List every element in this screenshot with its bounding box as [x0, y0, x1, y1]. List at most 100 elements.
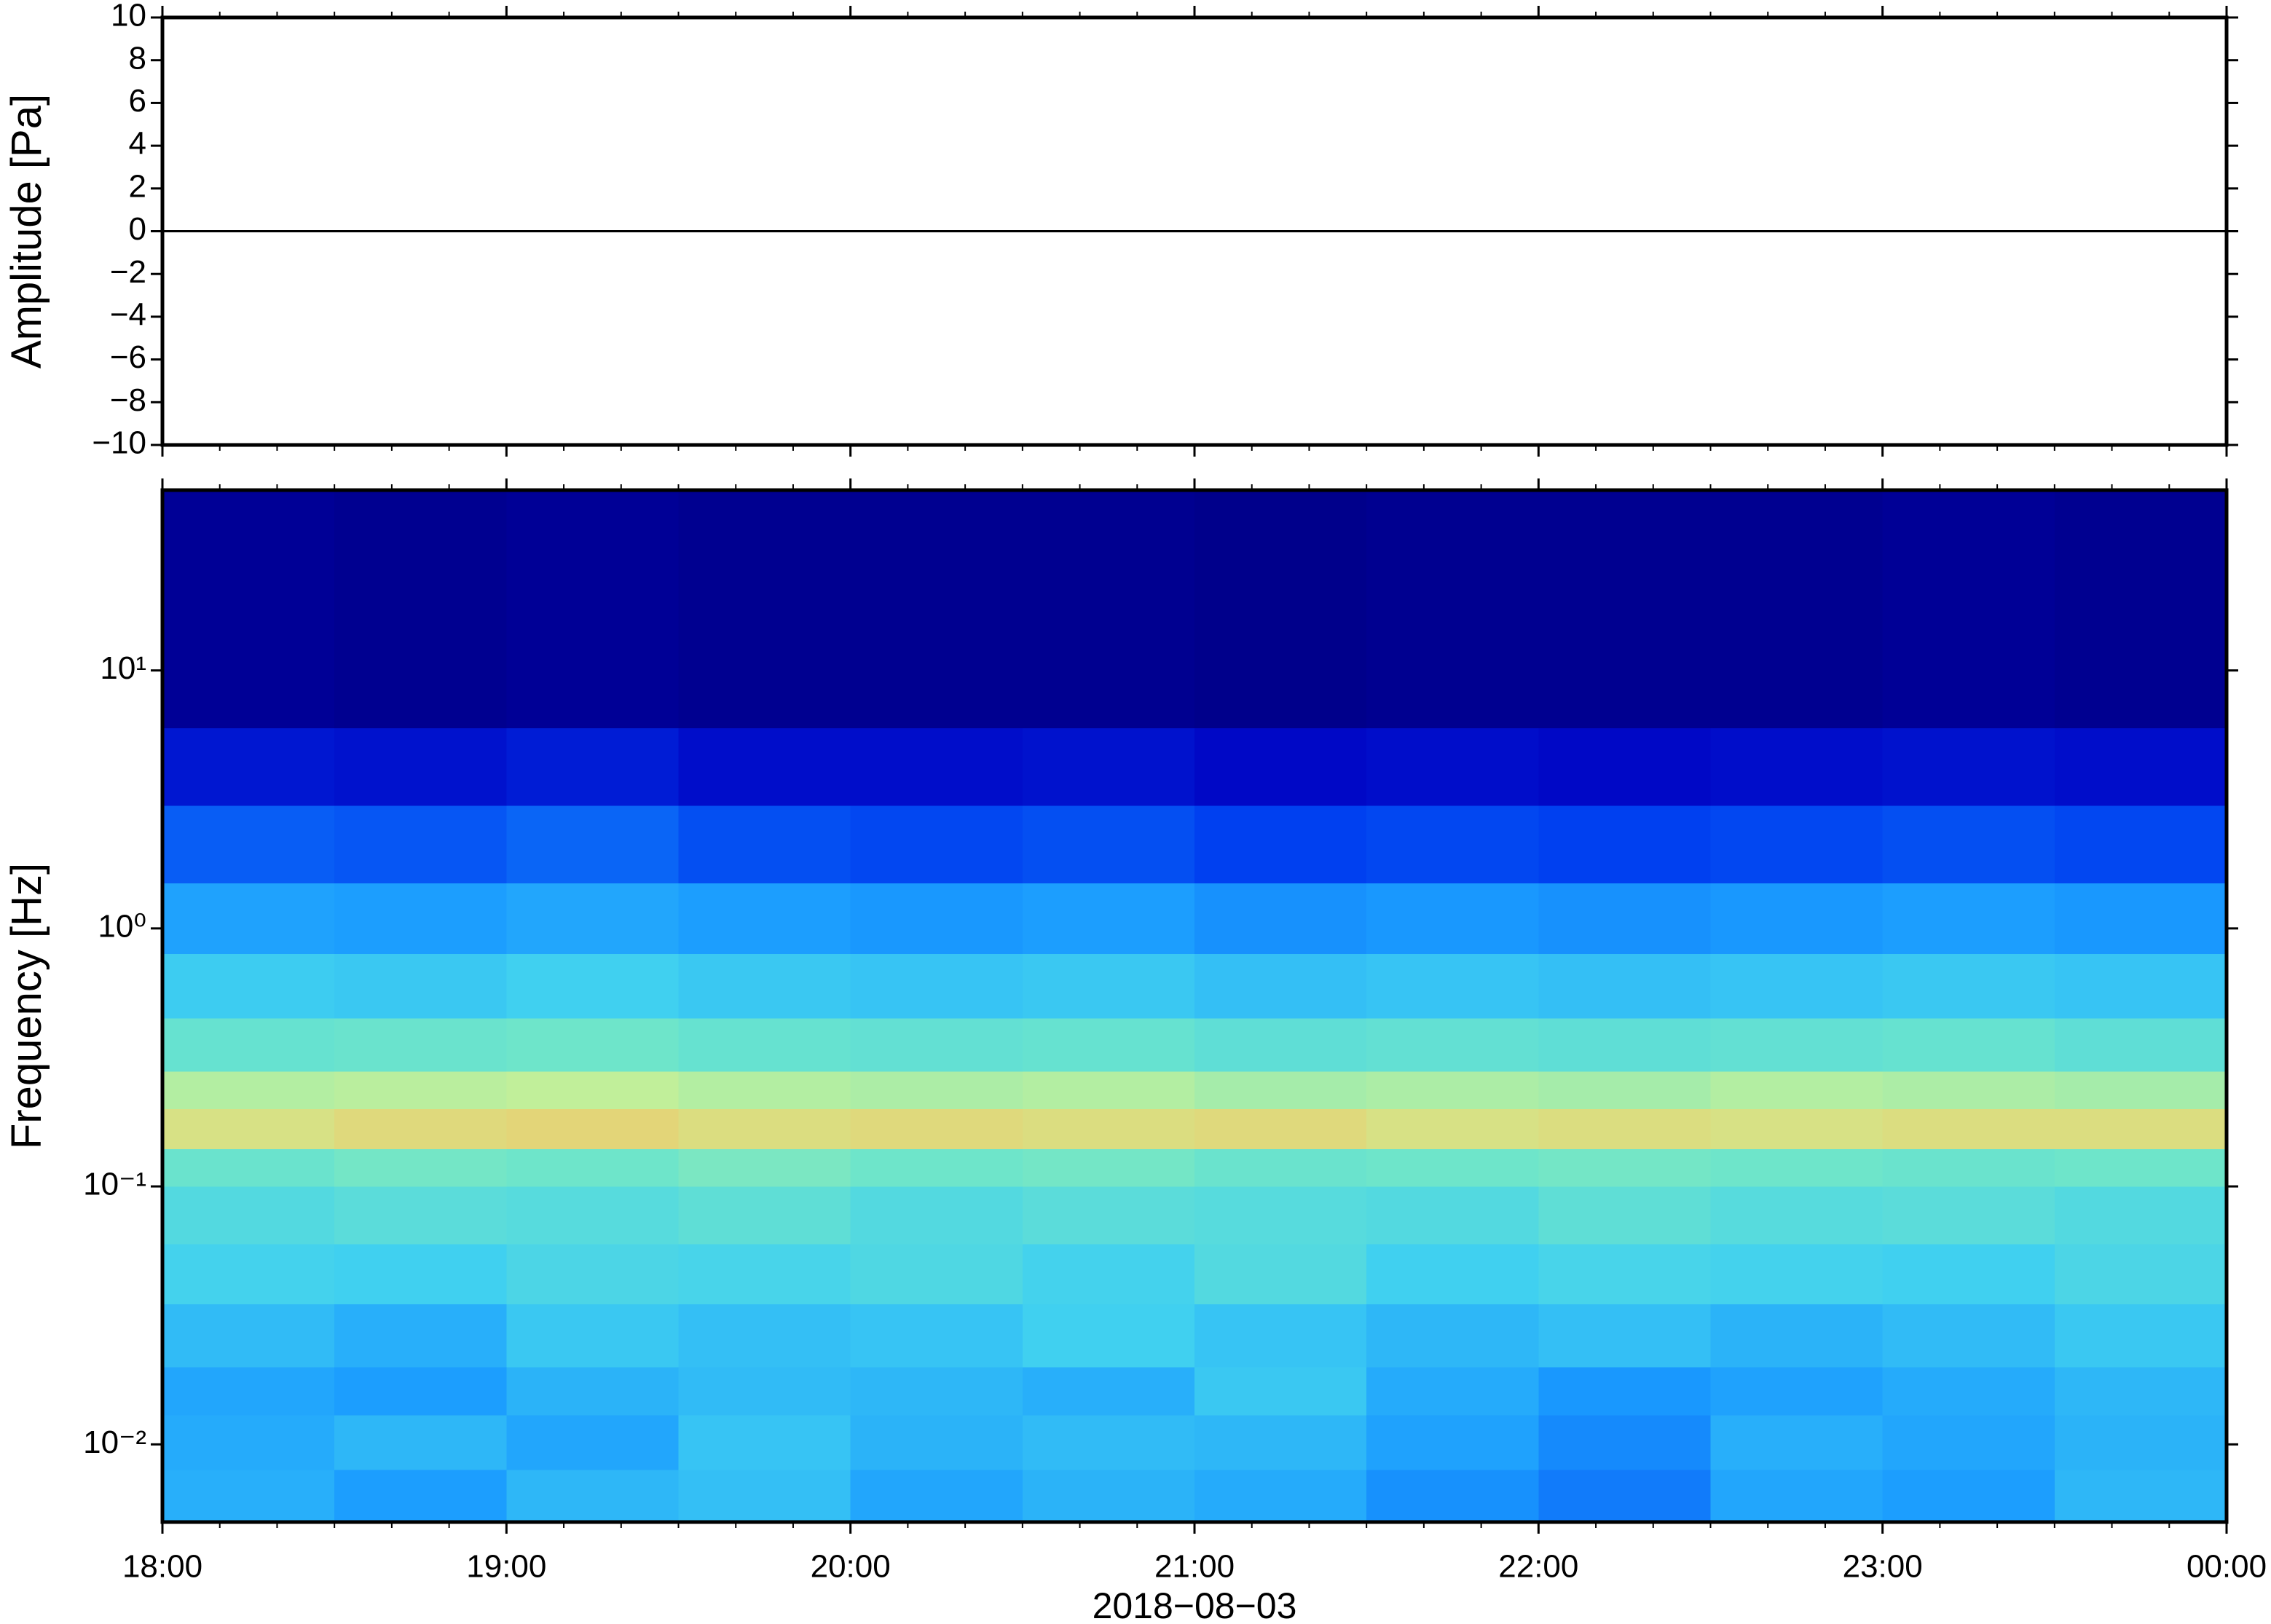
- heat-cell: [2054, 1017, 2227, 1072]
- heat-cell: [1366, 1071, 1539, 1110]
- heat-cell: [1538, 728, 1712, 806]
- x-tick-label: 18:00: [122, 1549, 202, 1585]
- heat-cell: [1538, 1469, 1712, 1523]
- heat-cell: [1538, 1186, 1712, 1245]
- heat-cell: [334, 728, 507, 806]
- heat-cell: [2054, 1243, 2227, 1305]
- heat-cell: [1882, 1071, 2055, 1110]
- heat-cell: [334, 953, 507, 1019]
- heat-cell: [1022, 490, 1195, 728]
- heat-cell: [850, 1304, 1023, 1368]
- heat-cell: [2054, 490, 2227, 728]
- heat-cell: [506, 1304, 680, 1368]
- heat-cell: [1194, 1414, 1367, 1470]
- heat-cell: [162, 1243, 335, 1305]
- heat-cell: [162, 883, 335, 954]
- heat-cell: [506, 1186, 680, 1245]
- heat-cell: [1194, 490, 1367, 728]
- heat-cell: [1366, 1414, 1539, 1470]
- heat-cell: [506, 883, 680, 954]
- heat-cell: [1882, 1186, 2055, 1245]
- heat-cell: [678, 1469, 851, 1523]
- heat-cell: [334, 883, 507, 954]
- heat-cell: [162, 1366, 335, 1416]
- heat-cell: [2054, 1186, 2227, 1245]
- heat-cell: [162, 1071, 335, 1110]
- heat-cell: [506, 953, 680, 1019]
- heat-cell: [1882, 490, 2055, 728]
- heat-cell: [506, 1108, 680, 1149]
- heat-cell: [1538, 490, 1712, 728]
- heat-cell: [334, 1017, 507, 1072]
- heat-cell: [1366, 953, 1539, 1019]
- heat-cell: [1022, 805, 1195, 884]
- heat-cell: [1882, 728, 2055, 806]
- heat-cell: [850, 953, 1023, 1019]
- heat-cell: [334, 1071, 507, 1110]
- x-tick-label: 22:00: [1498, 1549, 1578, 1585]
- heat-cell: [850, 1148, 1023, 1187]
- heat-cell: [2054, 1108, 2227, 1149]
- heat-cell: [1022, 953, 1195, 1019]
- heat-cell: [1194, 953, 1367, 1019]
- heat-cell: [2054, 953, 2227, 1019]
- x-tick-label: 19:00: [466, 1549, 546, 1585]
- heat-cell: [162, 1469, 335, 1523]
- heat-cell: [678, 1071, 851, 1110]
- heat-cell: [850, 1071, 1023, 1110]
- heat-cell: [678, 1017, 851, 1072]
- heat-cell: [2054, 1071, 2227, 1110]
- x-tick-label: 00:00: [2187, 1549, 2267, 1585]
- heat-cell: [850, 805, 1023, 884]
- heat-cell: [1882, 1017, 2055, 1072]
- heat-cell: [678, 490, 851, 728]
- heat-cell: [850, 490, 1023, 728]
- heat-cell: [1710, 1469, 1884, 1523]
- heat-cell: [678, 728, 851, 806]
- y-tick-label: 10⁻¹: [83, 1167, 146, 1202]
- heat-cell: [1194, 1469, 1367, 1523]
- heat-cell: [1882, 953, 2055, 1019]
- y-tick-label: −8: [110, 382, 146, 418]
- y-tick-label: 6: [129, 83, 146, 119]
- heat-cell: [2054, 883, 2227, 954]
- heat-cell: [1022, 1017, 1195, 1072]
- heat-cell: [162, 1414, 335, 1470]
- heat-cell: [1366, 1148, 1539, 1187]
- heat-cell: [1022, 1108, 1195, 1149]
- heat-cell: [1538, 1243, 1712, 1305]
- heat-cell: [334, 1304, 507, 1368]
- heat-cell: [1882, 1469, 2055, 1523]
- heat-cell: [1194, 1148, 1367, 1187]
- heat-cell: [678, 1243, 851, 1305]
- heat-cell: [1710, 883, 1884, 954]
- x-axis-label: 2018−08−03: [1093, 1585, 1297, 1624]
- heat-cell: [162, 490, 335, 728]
- heat-cell: [1366, 1108, 1539, 1149]
- heat-cell: [678, 883, 851, 954]
- heat-cell: [162, 1148, 335, 1187]
- heat-cell: [1710, 1243, 1884, 1305]
- heat-cell: [1194, 805, 1367, 884]
- heat-cell: [2054, 1414, 2227, 1470]
- heat-cell: [162, 805, 335, 884]
- x-tick-label: 20:00: [811, 1549, 891, 1585]
- heat-cell: [1194, 1186, 1367, 1245]
- heat-cell: [678, 805, 851, 884]
- heat-cell: [678, 1186, 851, 1245]
- heat-cell: [1194, 1366, 1367, 1416]
- heat-cell: [1366, 883, 1539, 954]
- heat-cell: [334, 1108, 507, 1149]
- y-tick-label: −4: [110, 297, 146, 333]
- heat-cell: [334, 1469, 507, 1523]
- heat-cell: [506, 1017, 680, 1072]
- heat-cell: [1882, 1366, 2055, 1416]
- heat-cell: [850, 1366, 1023, 1416]
- heat-cell: [1710, 1366, 1884, 1416]
- heat-cell: [1022, 883, 1195, 954]
- heat-cell: [334, 1366, 507, 1416]
- heat-cell: [1538, 1017, 1712, 1072]
- heat-cell: [334, 1148, 507, 1187]
- heat-cell: [850, 1186, 1023, 1245]
- heat-cell: [1366, 728, 1539, 806]
